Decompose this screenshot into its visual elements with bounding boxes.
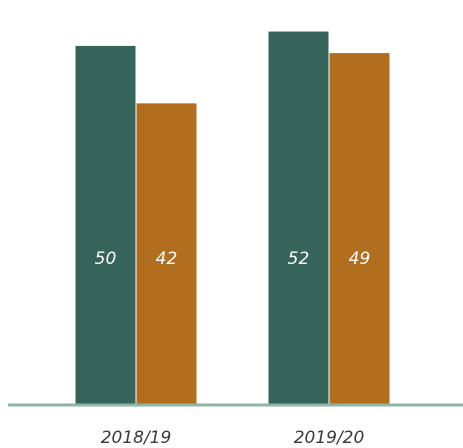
bar-2018-19-series-1 [75,45,136,406]
bar-value-label: 42 [156,249,178,269]
x-tick-label: 2019/20 [294,428,365,448]
bar-2018-19-series-2 [136,103,197,405]
x-tick-label: 2018/19 [101,428,172,448]
bar-2019-20-series-2 [329,53,390,405]
bar-2019-20-series-1 [268,31,329,406]
x-tick-labels: 2018/19 2019/20 [101,428,365,448]
bars-group [75,31,390,406]
bar-value-label: 49 [349,249,371,269]
bar-value-label: 52 [288,249,310,269]
bar-labels-group: 50 42 52 49 [95,249,371,269]
bar-value-label: 50 [95,249,117,269]
